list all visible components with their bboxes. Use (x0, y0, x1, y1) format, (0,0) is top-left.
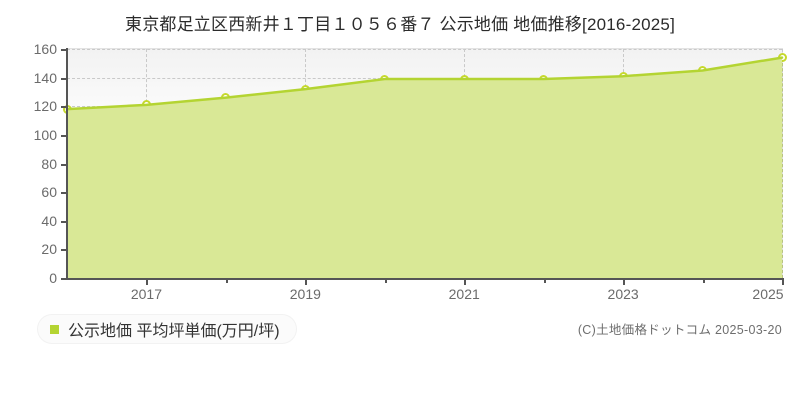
x-axis-tick-label: 2021 (448, 286, 480, 302)
x-axis-tick (623, 278, 626, 285)
x-axis-tick (146, 278, 149, 285)
y-axis-tick-label: 160 (33, 41, 57, 57)
copyright-credit: (C)土地価格ドットコム 2025-03-20 (577, 323, 782, 337)
x-axis-tick (464, 278, 467, 285)
y-axis-tick-label: 0 (49, 270, 57, 286)
x-axis-minor-tick (543, 278, 546, 283)
page-title: 東京都足立区西新井１丁目１０５６番７ 公示地価 地価推移[2016-2025] (125, 15, 675, 34)
x-axis-tick-label: 2023 (607, 286, 639, 302)
plot-top-border (67, 48, 782, 49)
y-axis (66, 48, 68, 279)
x-axis-tick-label: 2017 (130, 286, 163, 302)
x-axis-minor-tick (702, 278, 705, 283)
y-axis-tick-label: 20 (41, 241, 57, 258)
x-axis-tick (782, 278, 784, 285)
y-axis-tick (61, 192, 67, 195)
series-line (65, 56, 784, 111)
y-axis-tick (61, 134, 67, 137)
y-axis-tick (61, 106, 67, 109)
x-axis-minor-tick (384, 278, 387, 283)
y-axis-tick-label: 60 (41, 184, 57, 201)
y-axis-tick-label: 40 (41, 212, 57, 229)
x-axis-minor-tick (225, 278, 228, 283)
area-fill (67, 57, 782, 279)
y-axis-tick-label: 120 (33, 98, 57, 115)
legend-label: 公示地価 平均坪単価(万円/坪) (68, 323, 280, 340)
vertical-gridline-on-fill (782, 57, 783, 278)
legend-swatch-icon (50, 324, 59, 334)
horizontal-gridline (67, 49, 782, 50)
y-axis-tick (61, 77, 67, 80)
y-axis-tick (61, 249, 67, 252)
x-axis-tick (305, 278, 308, 285)
chart-legend[interactable]: 公示地価 平均坪単価(万円/坪) (38, 315, 296, 343)
y-axis-tick (61, 49, 67, 51)
y-axis-tick (61, 278, 67, 280)
x-axis-tick-label: 2019 (289, 286, 321, 302)
y-axis-tick (61, 220, 67, 223)
y-axis-tick-label: 100 (33, 126, 57, 143)
y-axis-tick (61, 163, 67, 166)
x-axis (66, 278, 783, 280)
x-axis-tick-label: 2025 (752, 286, 784, 302)
y-axis-tick-label: 80 (41, 155, 57, 172)
y-axis-tick-label: 140 (33, 69, 57, 86)
